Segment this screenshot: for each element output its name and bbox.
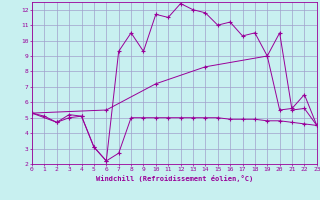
X-axis label: Windchill (Refroidissement éolien,°C): Windchill (Refroidissement éolien,°C): [96, 175, 253, 182]
